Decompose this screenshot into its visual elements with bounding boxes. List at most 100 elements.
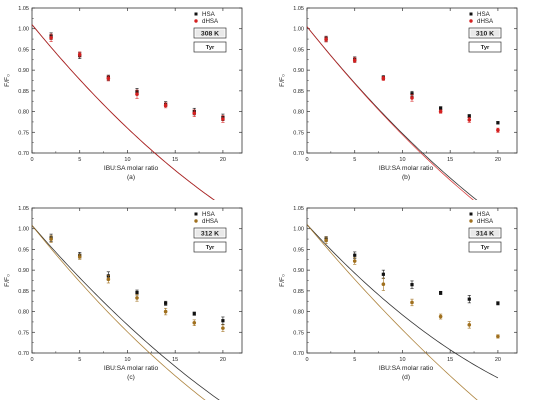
data-point-dhsa <box>438 109 443 114</box>
y-tick-label: 0.90 <box>18 268 29 274</box>
legend-marker <box>194 19 198 23</box>
x-tick-label: 20 <box>220 157 226 163</box>
temperature-box-fill <box>470 229 500 237</box>
y-tick-label: 0.95 <box>293 247 304 253</box>
data-point-dhsa <box>467 117 472 123</box>
x-tick-label: 0 <box>305 157 308 163</box>
chart-svg: 0.70 0.75 0.80 0.85 0.90 0.95 1.00 1.05 0 5 10 15 20… <box>4 206 243 405</box>
legend-marker <box>194 219 198 223</box>
y-axis-label: F/F₀ <box>4 74 11 87</box>
residue-label: Tyr <box>206 45 215 51</box>
data-point-dhsa <box>324 36 328 43</box>
data-point-dhsa <box>438 313 443 320</box>
x-tick-label: 10 <box>124 357 130 363</box>
marker-square <box>381 272 385 276</box>
marker-circle <box>467 323 472 327</box>
x-axis-label: IBU:SA molar ratio <box>379 165 434 172</box>
data-point-dhsa <box>77 254 82 260</box>
y-tick-label: 0.90 <box>293 268 304 274</box>
legend-label-dhsa: dHSA <box>202 18 219 25</box>
marker-square <box>467 297 471 301</box>
data-point-dhsa <box>163 307 168 316</box>
legend-label-dhsa: dHSA <box>477 218 494 225</box>
y-tick-label: 0.95 <box>18 247 29 253</box>
data-point-hsa <box>221 316 225 325</box>
y-tick-label: 1.05 <box>293 6 304 12</box>
data-point-dhsa <box>352 57 357 63</box>
marker-circle <box>221 326 225 330</box>
marker-circle <box>381 282 386 287</box>
data-point-dhsa <box>221 324 225 332</box>
marker-square <box>353 253 357 257</box>
legend-label-hsa: HSA <box>202 211 216 218</box>
chart-panel-b: 0.70 0.75 0.80 0.85 0.90 0.95 1.00 1.05 0 5 10 15 20… <box>275 0 550 221</box>
x-axis-label: IBU:SA molar ratio <box>379 365 434 372</box>
data-point-dhsa <box>77 51 82 58</box>
x-tick-label: 20 <box>495 157 501 163</box>
legend-marker <box>469 19 473 23</box>
data-point-dhsa <box>192 319 197 326</box>
x-tick-label: 15 <box>172 157 178 163</box>
data-point-dhsa <box>381 277 386 291</box>
y-tick-label: 0.90 <box>18 68 29 74</box>
x-tick-label: 20 <box>220 357 226 363</box>
data-point-dhsa <box>381 76 386 81</box>
data-point-dhsa <box>467 321 472 329</box>
legend-marker <box>469 12 473 16</box>
y-tick-label: 0.80 <box>293 110 304 116</box>
x-tick-label: 5 <box>78 157 81 163</box>
temperature-box-fill <box>195 229 225 237</box>
data-point-dhsa <box>192 109 197 117</box>
y-tick-label: 0.85 <box>293 289 304 295</box>
y-tick-label: 0.80 <box>293 310 304 316</box>
residue-box <box>468 41 502 53</box>
residue-box <box>468 241 502 253</box>
marker-circle <box>135 296 139 300</box>
y-tick-label: 0.75 <box>293 130 304 136</box>
data-point-dhsa <box>106 75 111 82</box>
x-tick-label: 0 <box>30 357 33 363</box>
data-point-hsa <box>381 269 385 279</box>
marker-circle <box>106 277 111 282</box>
marker-circle <box>77 255 82 259</box>
marker-square <box>164 301 168 305</box>
x-tick-label: 10 <box>399 157 405 163</box>
data-point-dhsa <box>49 235 53 243</box>
y-axis-label: F/F₀ <box>4 274 11 287</box>
y-tick-label: 0.70 <box>293 151 304 157</box>
data-point-dhsa <box>163 102 168 109</box>
data-point-dhsa <box>496 127 500 133</box>
x-tick-label: 15 <box>172 357 178 363</box>
data-point-dhsa <box>352 257 357 265</box>
residue-label: Tyr <box>206 245 215 251</box>
legend-marker <box>194 212 198 216</box>
data-point-hsa <box>135 289 139 296</box>
data-point-dhsa <box>324 236 328 244</box>
chart-panel-c: 0.70 0.75 0.80 0.85 0.90 0.95 1.00 1.05 0 5 10 15 20… <box>0 200 275 405</box>
y-tick-label: 0.85 <box>18 89 29 95</box>
marker-circle <box>163 103 168 108</box>
chart-svg: 0.70 0.75 0.80 0.85 0.90 0.95 1.00 1.05 0 5 10 15 20… <box>279 206 518 405</box>
marker-circle <box>221 117 225 121</box>
x-axis-label: IBU:SA molar ratio <box>104 365 159 372</box>
x-tick-label: 5 <box>353 157 356 163</box>
y-tick-label: 0.95 <box>293 47 304 53</box>
legend-label-hsa: HSA <box>477 211 491 218</box>
marker-circle <box>410 300 414 305</box>
data-point-dhsa <box>410 94 414 102</box>
legend-label-hsa: HSA <box>477 11 491 18</box>
legend-marker <box>469 219 473 223</box>
y-tick-label: 0.70 <box>18 151 29 157</box>
marker-circle <box>352 58 357 62</box>
y-tick-label: 1.00 <box>293 227 304 233</box>
marker-circle <box>192 320 197 325</box>
marker-square <box>496 301 500 305</box>
y-tick-label: 0.95 <box>18 47 29 53</box>
marker-square <box>410 92 414 96</box>
y-axis-label: F/F₀ <box>279 274 286 287</box>
y-tick-label: 0.70 <box>293 351 304 357</box>
data-point-hsa <box>164 300 168 306</box>
x-tick-label: 15 <box>447 157 453 163</box>
temperature-label: 314 K <box>476 231 494 238</box>
marker-circle <box>438 109 443 114</box>
